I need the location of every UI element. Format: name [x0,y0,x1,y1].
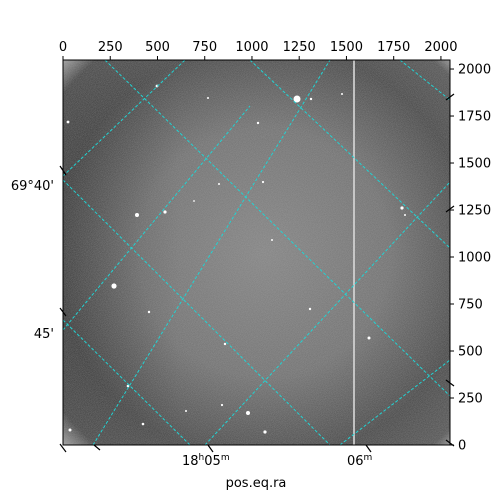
star [309,97,313,101]
star [207,97,209,99]
top-tick-label: 2000 [424,40,457,55]
star [400,206,404,210]
star [185,410,187,412]
top-tick-label: 500 [145,40,170,55]
world-tick [59,307,67,317]
top-tick-label: 1500 [330,40,363,55]
bright-column [353,60,355,445]
grid-line [399,60,450,101]
star [68,428,72,432]
star [218,183,220,185]
right-tick-label: 750 [458,298,483,313]
star [308,307,312,311]
right-tick-label: 1250 [458,204,491,219]
world-tick [207,444,214,453]
right-tick-label: 1750 [458,110,491,125]
star [367,336,371,340]
top-tick-label: 750 [192,40,217,55]
right-tick-label: 2000 [458,63,491,78]
right-tick-label: 1000 [458,251,491,266]
right-axis: 0 250 500 750 1000 1250 1500 1750 2000 [450,63,491,454]
star [141,422,145,426]
star [263,430,267,434]
right-tick-label: 250 [458,392,483,407]
star [246,411,250,415]
world-tick [445,93,455,101]
grid-line [339,359,450,445]
star [147,310,151,314]
grid-line [104,60,450,397]
right-tick-label: 500 [458,345,483,360]
grid-line [63,105,251,331]
world-tick [59,165,67,176]
star [293,95,301,103]
top-tick-label: 1000 [235,40,268,55]
star [111,283,117,289]
grid-line [249,60,450,249]
right-tick-label: 1500 [458,157,491,172]
top-tick-label: 250 [98,40,123,55]
star [404,214,406,216]
world-axis-ticks [59,93,455,453]
grid-line [63,179,331,445]
dec-label-1: 69°40' [11,179,54,194]
star [163,210,167,214]
grid-line [63,60,186,177]
x-axis-title: pos.eq.ra [226,476,287,491]
star [341,93,343,95]
star [220,403,224,407]
coordinate-grid [63,60,450,445]
world-tick [59,443,67,453]
star [256,121,260,125]
plot-frame [62,59,451,446]
star [271,239,273,241]
star [66,120,70,124]
star [261,180,265,184]
star [126,384,130,388]
top-axis: 0 250 500 750 1000 1250 1500 1750 2000 [59,40,457,60]
right-tick-label: 0 [458,439,466,454]
top-tick-label: 1750 [377,40,410,55]
grid-line [92,60,331,445]
top-tick-label: 0 [59,40,67,55]
star [193,200,195,202]
sky-image [63,60,450,445]
star [223,342,227,346]
world-tick [445,205,455,213]
world-tick [445,439,455,447]
world-tick [93,444,101,451]
ra-label-1: 18h05m [182,453,230,469]
top-tick-label: 1250 [283,40,316,55]
star [135,213,139,217]
world-tick [445,379,455,387]
dec-label-2: 45' [34,327,54,342]
world-tick [365,444,372,453]
ra-label-2: 06m [347,453,372,469]
